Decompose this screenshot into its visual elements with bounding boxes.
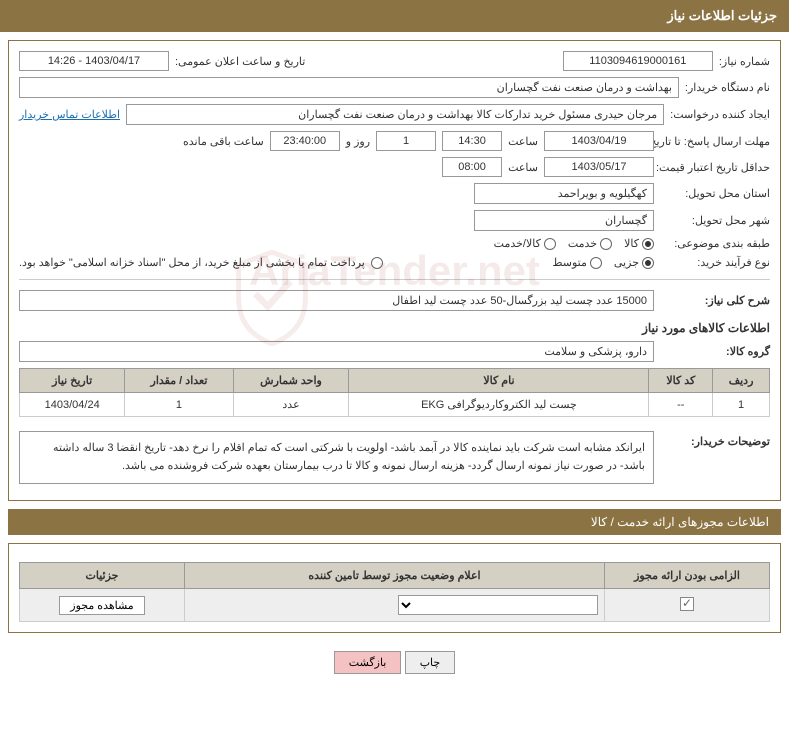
price-hour-value: 08:00 (442, 157, 502, 177)
td-unit: عدد (233, 393, 349, 417)
lth-details: جزئیات (20, 563, 185, 589)
buyer-org-label: نام دستگاه خریدار: (685, 81, 770, 94)
td-name: چست لید الکتروکاردیوگرافی EKG (349, 393, 649, 417)
requester-value: مرجان حیدری مسئول خرید تدارکات کالا بهدا… (126, 104, 664, 125)
need-number-label: شماره نیاز: (719, 55, 770, 68)
price-date-value: 1403/05/17 (544, 157, 654, 177)
reply-date-value: 1403/04/19 (544, 131, 654, 151)
page-header: جزئیات اطلاعات نیاز (0, 0, 789, 32)
desc-title-label: شرح کلی نیاز: (660, 294, 770, 307)
license-row: مشاهده مجوز (20, 589, 770, 622)
purchase-type-label: نوع فرآیند خرید: (660, 256, 770, 269)
buyer-contact-link[interactable]: اطلاعات تماس خریدار (19, 108, 120, 121)
payment-radio[interactable] (371, 257, 383, 269)
city-value: گچساران (474, 210, 654, 231)
status-select[interactable] (398, 595, 598, 615)
purchase-type-radio-group: جزیی متوسط (552, 256, 654, 269)
pt-partial-radio[interactable] (642, 257, 654, 269)
category-radio-group: کالا خدمت کالا/خدمت (494, 237, 654, 250)
city-label: شهر محل تحویل: (660, 214, 770, 227)
back-button[interactable]: بازگشت (334, 651, 402, 674)
th-need-date: تاریخ نیاز (20, 369, 125, 393)
buyer-notes-text: ایرانکد مشابه است شرکت باید نماینده کالا… (19, 431, 654, 484)
cat-service-radio[interactable] (600, 238, 612, 250)
group-value: دارو، پزشکی و سلامت (19, 341, 654, 362)
watermark-text: AriaTender.net (249, 247, 540, 295)
td-code: -- (649, 393, 713, 417)
lth-status: اعلام وضعیت مجوز توسط تامین کننده (185, 563, 605, 589)
requester-label: ایجاد کننده درخواست: (670, 108, 770, 121)
time-remain-value: 23:40:00 (270, 131, 340, 151)
cat-goods-label: کالا (624, 237, 639, 250)
cat-service-label: خدمت (568, 237, 597, 250)
th-name: نام کالا (349, 369, 649, 393)
td-need-date: 1403/04/24 (20, 393, 125, 417)
cat-goods-radio[interactable] (642, 238, 654, 250)
group-label: گروه کالا: (660, 345, 770, 358)
category-label: طبقه بندی موضوعی: (660, 237, 770, 250)
pt-medium-radio[interactable] (590, 257, 602, 269)
price-validity-label: حداقل تاریخ اعتبار قیمت: تا تاریخ: (660, 161, 770, 174)
mandatory-checkbox[interactable] (680, 597, 694, 611)
announce-label: تاریخ و ساعت اعلان عمومی: (175, 55, 305, 68)
table-row: 1 -- چست لید الکتروکاردیوگرافی EKG عدد 1… (20, 393, 770, 417)
days-and-label: روز و (346, 135, 370, 148)
main-info-section: AriaTender.net شماره نیاز: 1103094619000… (8, 40, 781, 501)
cat-both-radio[interactable] (544, 238, 556, 250)
province-label: استان محل تحویل: (660, 187, 770, 200)
license-table: الزامی بودن ارائه مجوز اعلام وضعیت مجوز … (19, 562, 770, 622)
button-row: چاپ بازگشت (0, 641, 789, 684)
buyer-notes-label: توضیحات خریدار: (660, 427, 770, 448)
hour-label-1: ساعت (508, 135, 538, 148)
hour-label-2: ساعت (508, 161, 538, 174)
td-qty: 1 (125, 393, 233, 417)
reply-deadline-label: مهلت ارسال پاسخ: تا تاریخ: (660, 135, 770, 148)
announce-value: 1403/04/17 - 14:26 (19, 51, 169, 71)
print-button[interactable]: چاپ (405, 651, 456, 674)
payment-note: پرداخت تمام یا بخشی از مبلغ خرید، از محل… (19, 256, 365, 269)
desc-title-value: 15000 عدد چست لید بزرگسال-50 عدد چست لید… (19, 290, 654, 311)
header-title: جزئیات اطلاعات نیاز (667, 8, 777, 23)
cat-both-label: کالا/خدمت (494, 237, 541, 250)
th-code: کد کالا (649, 369, 713, 393)
need-number-value: 1103094619000161 (563, 51, 713, 71)
reply-hour-value: 14:30 (442, 131, 502, 151)
th-unit: واحد شمارش (233, 369, 349, 393)
th-qty: تعداد / مقدار (125, 369, 233, 393)
goods-table: ردیف کد کالا نام کالا واحد شمارش تعداد /… (19, 368, 770, 417)
remain-label: ساعت باقی مانده (183, 135, 264, 148)
view-license-button[interactable]: مشاهده مجوز (59, 596, 144, 615)
buyer-org-value: بهداشت و درمان صنعت نفت گچساران (19, 77, 679, 98)
license-section-title: اطلاعات مجوزهای ارائه خدمت / کالا (8, 509, 781, 535)
lth-mandatory: الزامی بودن ارائه مجوز (605, 563, 770, 589)
th-row: ردیف (713, 369, 770, 393)
province-value: کهگیلویه و بویراحمد (474, 183, 654, 204)
pt-medium-label: متوسط (552, 256, 587, 269)
license-section: الزامی بودن ارائه مجوز اعلام وضعیت مجوز … (8, 543, 781, 633)
td-row: 1 (713, 393, 770, 417)
goods-info-title: اطلاعات کالاهای مورد نیاز (19, 321, 770, 335)
pt-partial-label: جزیی (614, 256, 639, 269)
days-count-value: 1 (376, 131, 436, 151)
